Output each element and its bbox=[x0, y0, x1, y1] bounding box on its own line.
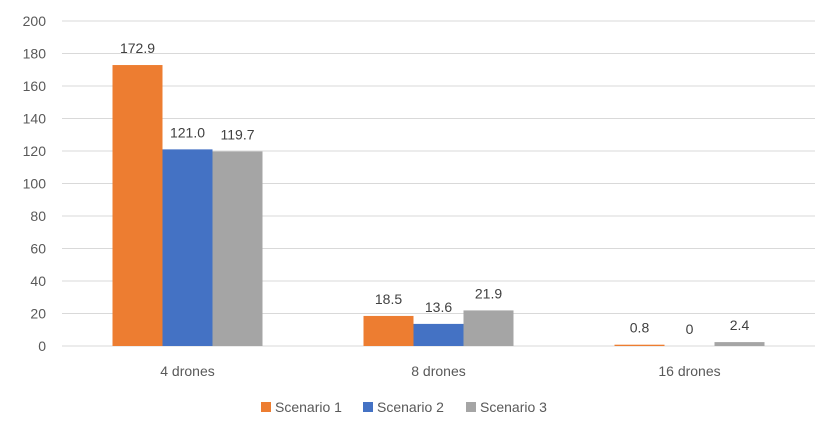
data-label: 172.9 bbox=[120, 40, 155, 56]
y-tick-label: 20 bbox=[30, 306, 46, 322]
data-label: 0 bbox=[686, 321, 694, 337]
legend-label: Scenario 1 bbox=[275, 399, 342, 415]
legend: Scenario 1 Scenario 2 Scenario 3 bbox=[261, 399, 547, 415]
bar-scenario-3-16-drones bbox=[714, 342, 765, 346]
y-axis-tick-labels: 0 20 40 60 80 100 120 140 160 180 200 bbox=[23, 13, 47, 354]
y-tick-label: 140 bbox=[23, 111, 47, 127]
y-tick-label: 0 bbox=[38, 338, 46, 354]
bar-series bbox=[112, 65, 765, 346]
legend-swatch bbox=[466, 402, 476, 412]
data-label: 2.4 bbox=[730, 317, 750, 333]
data-label: 18.5 bbox=[375, 291, 402, 307]
y-tick-label: 40 bbox=[30, 273, 46, 289]
y-tick-label: 180 bbox=[23, 46, 47, 62]
y-tick-label: 200 bbox=[23, 13, 47, 29]
y-tick-label: 80 bbox=[30, 208, 46, 224]
bar-scenario-2-4-drones bbox=[162, 149, 213, 346]
y-tick-label: 100 bbox=[23, 176, 47, 192]
bar-scenario-3-8-drones bbox=[463, 310, 514, 346]
data-label: 21.9 bbox=[475, 285, 502, 301]
x-category-label: 16 drones bbox=[658, 363, 720, 379]
data-label: 0.8 bbox=[630, 320, 650, 336]
bar-scenario-1-4-drones bbox=[112, 65, 163, 346]
bar-scenario-1-8-drones bbox=[363, 315, 414, 346]
x-category-label: 4 drones bbox=[160, 363, 214, 379]
bar-scenario-2-8-drones bbox=[413, 323, 464, 346]
y-tick-label: 160 bbox=[23, 78, 47, 94]
legend-label: Scenario 2 bbox=[377, 399, 444, 415]
bar-scenario-1-16-drones bbox=[614, 344, 665, 346]
legend-swatch bbox=[363, 402, 373, 412]
legend-label: Scenario 3 bbox=[480, 399, 547, 415]
y-tick-label: 120 bbox=[23, 143, 47, 159]
legend-swatch bbox=[261, 402, 271, 412]
data-label: 119.7 bbox=[221, 126, 255, 142]
data-label: 13.6 bbox=[425, 299, 452, 315]
x-category-label: 8 drones bbox=[411, 363, 465, 379]
data-labels: 172.9 121.0 119.7 18.5 13.6 21.9 0.8 0 2.4 bbox=[120, 40, 749, 337]
bar-scenario-3-4-drones bbox=[212, 151, 263, 346]
y-tick-label: 60 bbox=[30, 241, 46, 257]
x-axis-category-labels: 4 drones 8 drones 16 drones bbox=[160, 363, 720, 379]
data-label: 121.0 bbox=[170, 124, 205, 140]
